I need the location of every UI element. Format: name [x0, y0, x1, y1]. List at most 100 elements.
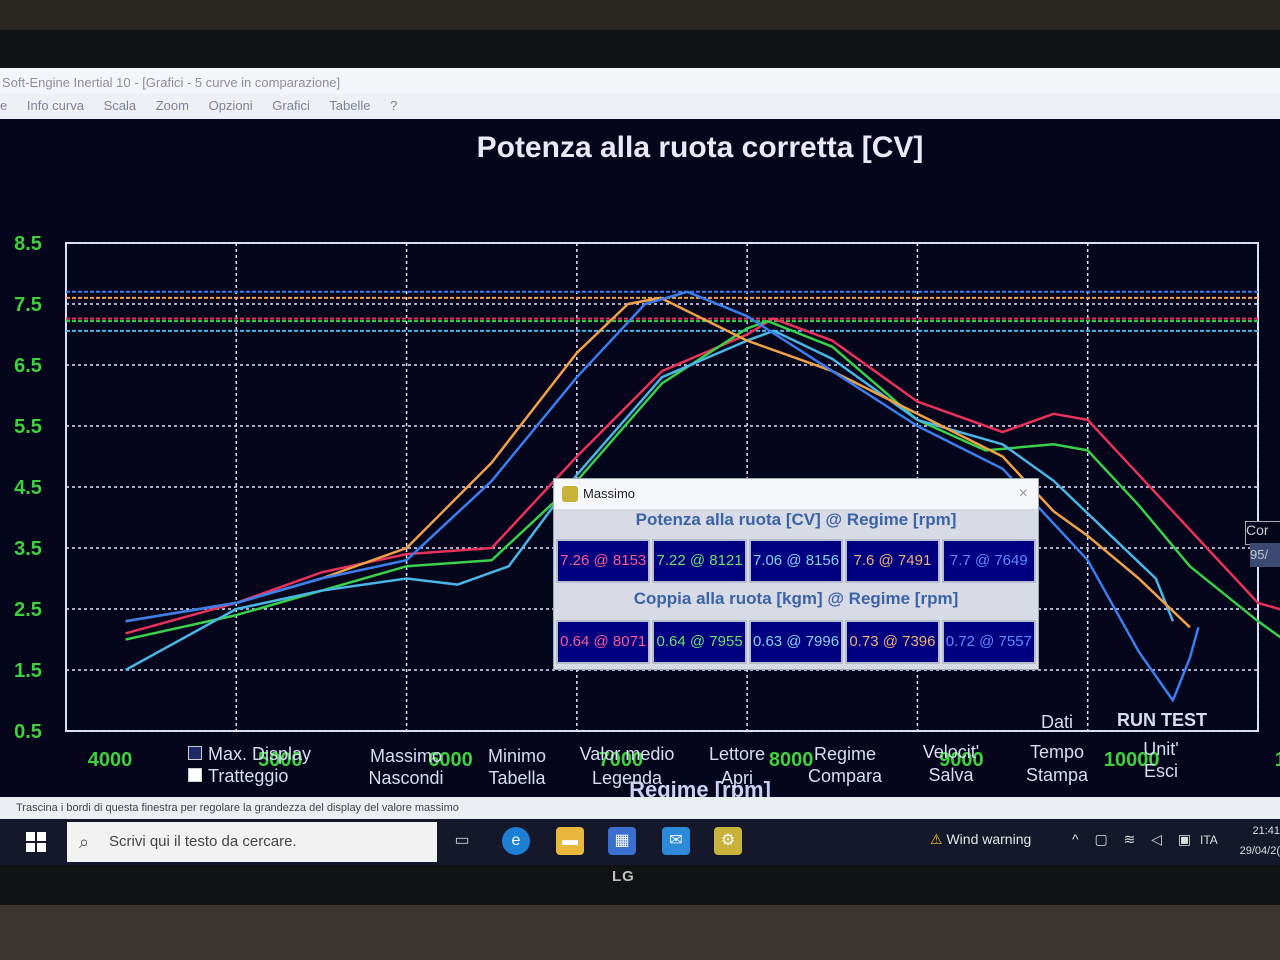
- y-tick-label: 5.5: [14, 416, 42, 438]
- desk-background: [0, 905, 1280, 960]
- power-header: Potenza alla ruota [CV] @ Regime [rpm]: [635, 510, 957, 529]
- clock-date: 29/04/2(: [1239, 845, 1280, 857]
- max-display-label: Max. Display: [208, 744, 312, 764]
- x-tick-label: 7000: [599, 749, 644, 771]
- windows-start-icon[interactable]: [26, 832, 46, 852]
- screen: Soft-Engine Inertial 10 - [Grafici - 5 c…: [0, 68, 1280, 865]
- chart-title: Potenza alla ruota corretta [CV]: [477, 131, 924, 164]
- y-tick-label: 3.5: [14, 538, 42, 560]
- wind-warning-label: Wind warning: [946, 831, 1032, 847]
- chart-area: Potenza alla ruota corretta [CV] 4000 5000…: [0, 119, 1280, 809]
- menu-item-zoom[interactable]: Zoom: [155, 98, 189, 113]
- menu-item-grafici[interactable]: Grafici: [272, 98, 310, 113]
- massimo-dialog[interactable]: Massimo × Potenza alla ruota [CV] @ Regi…: [553, 478, 1039, 670]
- x-tick-label: 9000: [939, 749, 984, 771]
- taskbar: ⌕ Scrivi qui il testo da cercare. ▭ e ▬ …: [0, 819, 1280, 865]
- power-curve: [125, 290, 1200, 702]
- x-tick-label: 5000: [258, 749, 303, 771]
- search-placeholder: Scrivi qui il testo da cercare.: [109, 833, 297, 850]
- dati-button[interactable]: Dati: [1040, 712, 1073, 732]
- power-max-row: 7.26 @ 8153 7.22 @ 8121 7.06 @ 8156 7.6 …: [556, 539, 1037, 583]
- clock[interactable]: 21:41 29/04/2(: [1232, 821, 1280, 861]
- soft-engine-app-icon[interactable]: ⚙: [714, 827, 742, 855]
- menu-item-help[interactable]: ?: [390, 98, 398, 113]
- clock-time: 21:41: [1252, 825, 1280, 837]
- torque-max-cell: 0.63 @ 7996: [748, 620, 844, 664]
- x-tick-label: 11000: [1275, 749, 1280, 771]
- warning-icon: ⚠: [930, 831, 943, 847]
- dialog-title: Massimo: [583, 486, 636, 501]
- store-icon[interactable]: ▦: [608, 827, 636, 855]
- power-max-cell: 7.7 @ 7649: [941, 539, 1037, 583]
- task-view-icon[interactable]: ▭: [454, 832, 470, 849]
- y-tick-label: 4.5: [14, 477, 42, 499]
- regime-button[interactable]: Regime: [813, 744, 877, 764]
- power-max-cell: 7.06 @ 8156: [748, 539, 844, 583]
- y-tick-label: 0.5: [14, 721, 42, 743]
- menu-bar: e Info curva Scala Zoom Opzioni Grafici …: [0, 94, 1280, 119]
- language-indicator[interactable]: ITA: [1200, 833, 1218, 847]
- monitor-logo: LG: [612, 868, 635, 885]
- legenda-button[interactable]: Legenda: [591, 768, 663, 788]
- apri-button[interactable]: Apri: [720, 768, 753, 788]
- run-test-button[interactable]: RUN TEST: [1117, 710, 1207, 730]
- wind-warning[interactable]: ⚠ Wind warning: [930, 831, 1031, 848]
- nascondi-button[interactable]: Nascondi: [368, 768, 444, 788]
- torque-max-row: 0.64 @ 8071 0.64 @ 7955 0.63 @ 7996 0.73…: [556, 620, 1037, 664]
- power-max-cell: 7.22 @ 8121: [652, 539, 747, 583]
- menu-item-scala[interactable]: Scala: [103, 98, 137, 113]
- dialog-titlebar[interactable]: Massimo ×: [554, 479, 1038, 509]
- close-icon[interactable]: ×: [1018, 485, 1028, 502]
- taskbar-search-input[interactable]: ⌕ Scrivi qui il testo da cercare.: [67, 822, 437, 862]
- unita-button[interactable]: Unit': [1143, 739, 1179, 759]
- menu-item-file[interactable]: e: [0, 98, 8, 113]
- torque-header: Coppia alla ruota [kgm] @ Regime [rpm]: [633, 589, 959, 608]
- x-tick-label: 6000: [428, 749, 473, 771]
- tratteggio-label: Tratteggio: [208, 766, 289, 786]
- torque-max-cell: 0.64 @ 7955: [652, 620, 747, 664]
- x-tick-label: 10000: [1104, 749, 1160, 771]
- edge-icon[interactable]: e: [502, 827, 530, 855]
- file-explorer-icon[interactable]: ▬: [556, 827, 584, 855]
- power-curve: [125, 296, 1191, 629]
- valor-medio-button[interactable]: Valor medio: [579, 744, 675, 764]
- stampa-button[interactable]: Stampa: [1025, 765, 1089, 785]
- side-panel-label: Cor: [1245, 521, 1280, 545]
- x-tick-label: 8000: [769, 749, 814, 771]
- lettore-button[interactable]: Lettore: [708, 744, 766, 764]
- status-bar: Trascina i bordi di questa finestra per …: [0, 797, 1280, 819]
- system-tray[interactable]: ^ ▢ ≋ ◁ ▣: [1072, 831, 1198, 847]
- torque-max-cell: 0.64 @ 8071: [556, 620, 651, 664]
- window-title: Soft-Engine Inertial 10 - [Grafici - 5 c…: [0, 68, 1280, 94]
- menu-item-info-curva[interactable]: Info curva: [26, 98, 84, 113]
- y-tick-label: 1.5: [14, 660, 42, 682]
- menu-item-opzioni[interactable]: Opzioni: [208, 98, 253, 113]
- torque-max-cell: 0.73 @ 7396: [845, 620, 940, 664]
- mail-icon[interactable]: ✉: [662, 827, 690, 855]
- side-panel-value[interactable]: 95/: [1250, 543, 1280, 567]
- compara-button[interactable]: Compara: [807, 766, 883, 786]
- tratteggio-checkbox[interactable]: Tratteggio: [188, 765, 288, 787]
- menu-item-tabelle[interactable]: Tabelle: [329, 98, 371, 113]
- power-chart: Potenza alla ruota corretta [CV] 4000 5000…: [14, 131, 1280, 802]
- tempo-button[interactable]: Tempo: [1029, 742, 1085, 762]
- power-curve: [125, 319, 1280, 641]
- x-tick-label: 4000: [88, 749, 133, 771]
- massimo-button[interactable]: Massimo: [369, 746, 442, 766]
- search-icon: ⌕: [79, 832, 90, 852]
- max-display-checkbox[interactable]: Max. Display: [188, 743, 311, 765]
- tabella-button[interactable]: Tabella: [488, 768, 546, 788]
- y-tick-label: 7.5: [14, 294, 42, 316]
- esci-button[interactable]: Esci: [1143, 761, 1178, 781]
- y-tick-label: 2.5: [14, 599, 42, 621]
- velocita-button[interactable]: Velocit': [922, 742, 980, 762]
- power-max-cell: 7.6 @ 7491: [845, 539, 940, 583]
- power-curve: [125, 317, 1280, 635]
- checkbox-checked-icon[interactable]: [188, 746, 202, 761]
- checkbox-unchecked-icon[interactable]: [188, 768, 202, 783]
- minimo-button[interactable]: Minimo: [487, 746, 546, 766]
- torque-max-cell: 0.72 @ 7557: [941, 620, 1037, 664]
- power-max-cell: 7.26 @ 8153: [556, 539, 651, 583]
- salva-button[interactable]: Salva: [928, 765, 974, 785]
- app-icon: [562, 486, 578, 502]
